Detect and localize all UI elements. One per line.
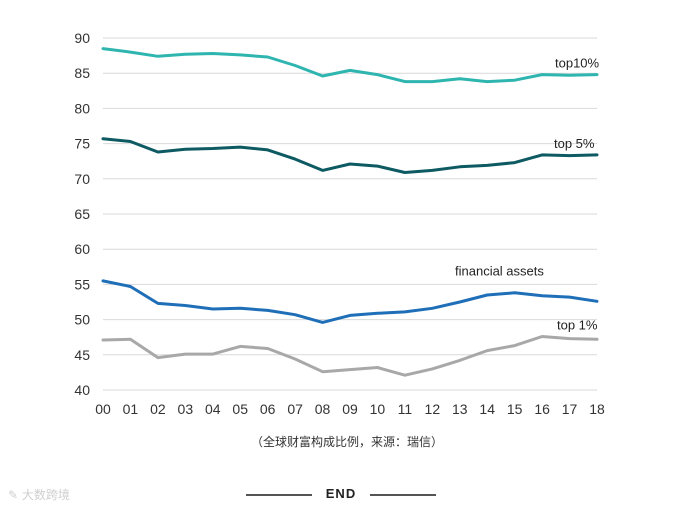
x-axis: 00 01 02 03 04 05 06 07 08 09 10 11 12 13 14 15 16 17 18 — [95, 401, 605, 417]
y-tick-label: 85 — [74, 65, 90, 81]
series-label: top 1% — [557, 317, 598, 332]
x-tick-label: 16 — [534, 401, 550, 417]
x-tick-label: 15 — [507, 401, 523, 417]
grid-layer — [103, 37, 597, 391]
series-label: top10% — [555, 56, 600, 71]
y-axis: 40 45 50 55 60 65 70 75 80 85 90 — [74, 30, 90, 398]
end-divider: END — [246, 485, 436, 505]
chart-caption: （全球财富构成比例，来源：瑞信） — [250, 435, 443, 449]
y-tick-label: 90 — [74, 30, 90, 46]
x-tick-label: 12 — [425, 401, 441, 417]
series-line-2 — [101, 279, 599, 324]
series-labels: top10% top 5% financial assets top 1% — [455, 56, 600, 333]
x-tick-label: 00 — [95, 401, 111, 417]
y-tick-label: 70 — [74, 171, 90, 187]
y-tick-label: 60 — [74, 241, 90, 257]
y-tick-label: 50 — [74, 312, 90, 328]
x-tick-label: 04 — [205, 401, 221, 417]
watermark-text: 大数跨境 — [21, 488, 70, 502]
x-tick-label: 01 — [123, 401, 139, 417]
y-tick-label: 65 — [74, 206, 90, 222]
x-tick-label: 18 — [589, 401, 605, 417]
x-tick-label: 10 — [370, 401, 386, 417]
y-tick-label: 80 — [74, 100, 90, 116]
y-tick-label: 45 — [74, 347, 90, 363]
end-line-right — [370, 494, 436, 496]
watermark: ✎ 大数跨境 — [8, 488, 70, 502]
x-tick-label: 02 — [150, 401, 166, 417]
x-tick-label: 08 — [315, 401, 331, 417]
series-line-3 — [101, 335, 599, 377]
series-layer — [101, 47, 599, 377]
y-tick-label: 40 — [74, 382, 90, 398]
series-label: top 5% — [554, 136, 595, 151]
y-tick-label: 55 — [74, 276, 90, 292]
x-tick-label: 09 — [342, 401, 358, 417]
series-line-1 — [101, 137, 599, 174]
series-label: financial assets — [455, 263, 544, 278]
y-tick-label: 75 — [74, 136, 90, 152]
x-tick-label: 17 — [562, 401, 578, 417]
x-tick-label: 05 — [232, 401, 248, 417]
x-tick-label: 06 — [260, 401, 276, 417]
end-label: END — [325, 486, 357, 501]
x-tick-label: 11 — [398, 401, 413, 417]
x-tick-label: 07 — [287, 401, 303, 417]
x-tick-label: 13 — [452, 401, 468, 417]
x-tick-label: 03 — [178, 401, 194, 417]
x-tick-label: 14 — [479, 401, 495, 417]
series-line-0 — [101, 47, 599, 84]
end-line-left — [246, 494, 312, 496]
